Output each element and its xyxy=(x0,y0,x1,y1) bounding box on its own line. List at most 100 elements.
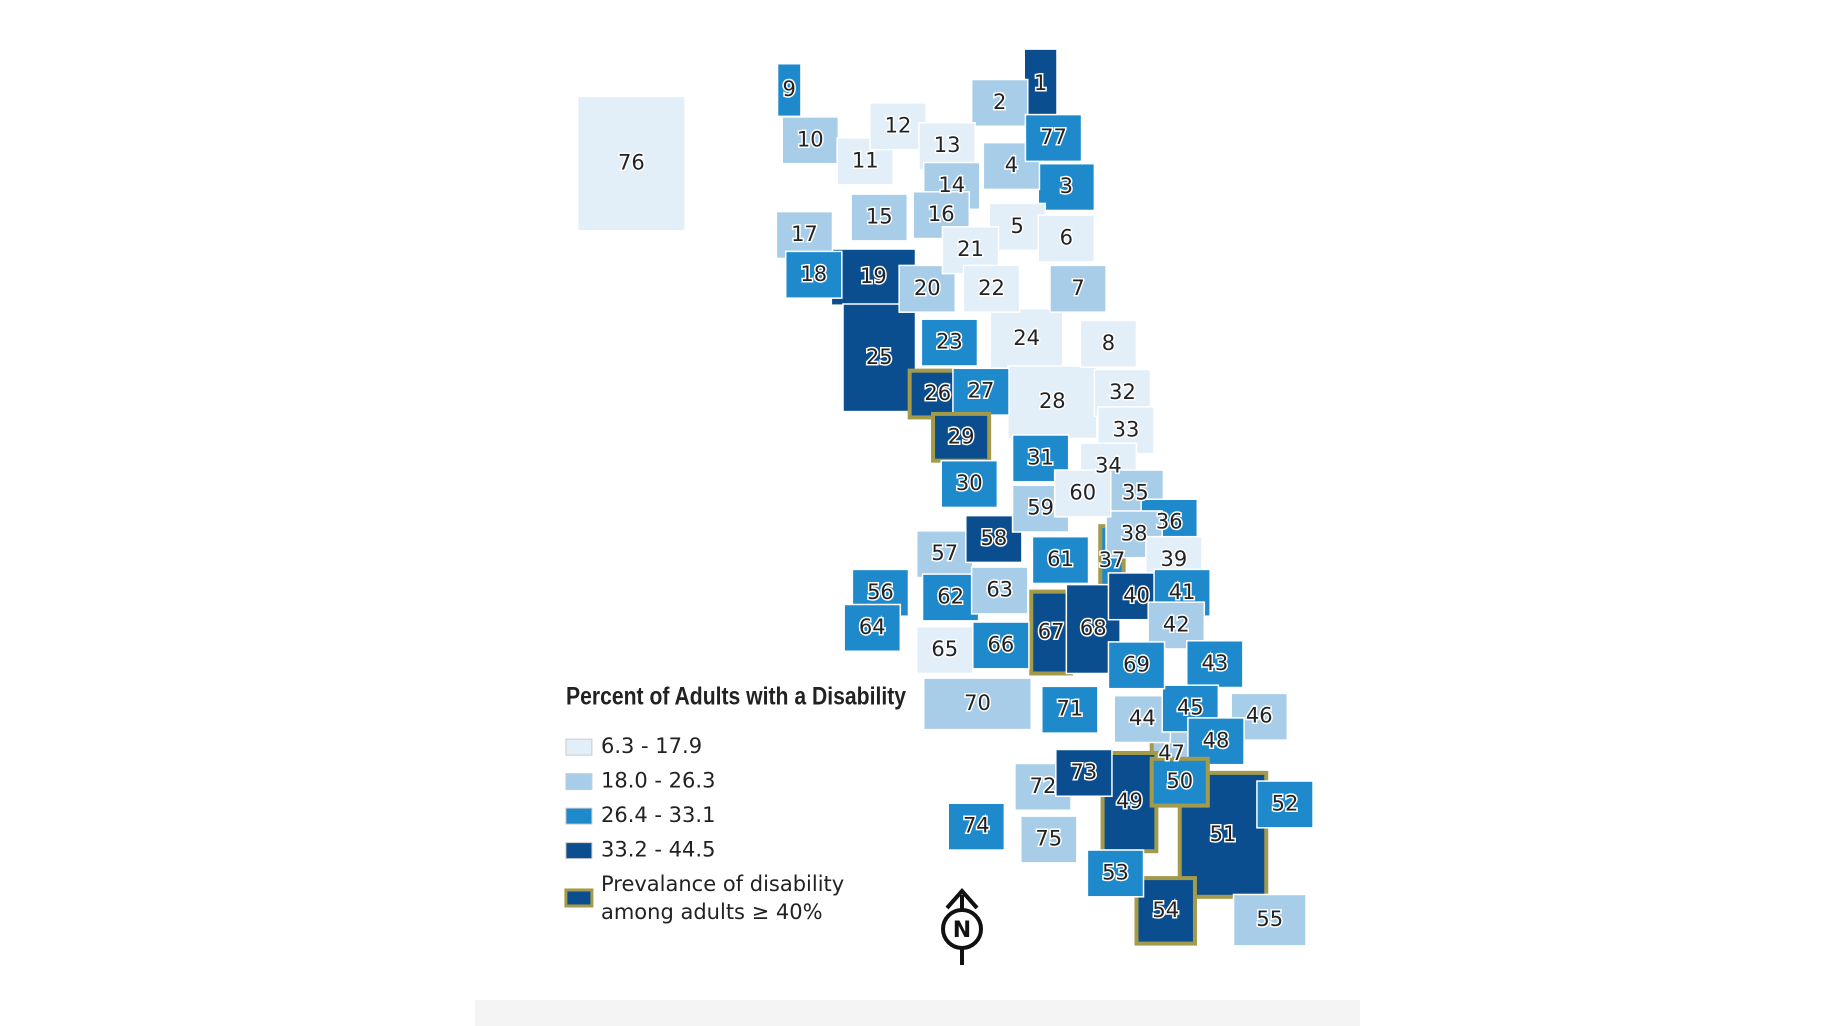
area-label: 7 xyxy=(1071,276,1084,300)
community-area xyxy=(920,318,979,367)
area-label: 52 xyxy=(1272,791,1299,815)
area-label: 3 xyxy=(1060,174,1073,198)
area-label: 33 xyxy=(1113,417,1140,441)
area-label: 55 xyxy=(1256,907,1283,931)
area-label: 48 xyxy=(1203,728,1230,752)
community-area xyxy=(972,621,1030,670)
community-area xyxy=(931,411,992,463)
area-label: 4 xyxy=(1005,153,1018,177)
community-area xyxy=(922,677,1033,731)
legend-label: 26.4 - 33.1 xyxy=(601,803,715,827)
area-label: 29 xyxy=(948,424,975,448)
community-area xyxy=(1029,589,1074,676)
community-area xyxy=(1186,639,1244,689)
area-label: 21 xyxy=(957,237,984,261)
area-label: 35 xyxy=(1122,480,1149,504)
area-label: 44 xyxy=(1129,706,1156,730)
legend-swatch xyxy=(565,842,593,860)
area-label: 73 xyxy=(1071,760,1098,784)
area-label: 63 xyxy=(986,577,1013,601)
legend-label: 6.3 - 17.9 xyxy=(601,734,702,758)
legend-swatch xyxy=(565,807,593,825)
legend-title: Percent of Adults with a Disability xyxy=(566,683,906,711)
area-label: 25 xyxy=(866,345,893,369)
legend-highlight-swatch xyxy=(564,888,594,908)
area-label: 60 xyxy=(1069,480,1096,504)
community-area xyxy=(850,193,909,242)
area-label: 74 xyxy=(963,814,990,838)
community-area xyxy=(970,78,1029,128)
area-label: 9 xyxy=(783,77,796,101)
community-area xyxy=(940,459,999,509)
area-label: 42 xyxy=(1163,613,1190,637)
area-label: 53 xyxy=(1102,860,1129,884)
area-label: 67 xyxy=(1038,620,1065,644)
area-label: 10 xyxy=(797,127,824,151)
area-label: 66 xyxy=(987,632,1014,656)
community-area xyxy=(1024,113,1083,163)
area-label: 6 xyxy=(1060,226,1073,250)
area-label: 30 xyxy=(956,471,983,495)
community-area xyxy=(1041,685,1099,734)
area-label: 59 xyxy=(1027,496,1054,520)
community-area xyxy=(915,625,974,675)
area-label: 54 xyxy=(1152,898,1179,922)
area-label: 75 xyxy=(1035,827,1062,851)
area-label: 76 xyxy=(618,151,645,175)
area-label: 68 xyxy=(1080,616,1107,640)
area-label: 16 xyxy=(928,202,955,226)
community-area xyxy=(1053,469,1112,518)
area-label: 22 xyxy=(978,276,1005,300)
legend-highlight-label: among adults ≥ 40% xyxy=(601,900,823,924)
legend-label: 18.0 - 26.3 xyxy=(601,769,715,793)
community-area xyxy=(918,122,976,171)
area-label: 46 xyxy=(1246,704,1273,728)
community-area xyxy=(970,566,1029,615)
area-label: 37 xyxy=(1099,548,1126,572)
area-label: 57 xyxy=(931,541,958,565)
bottom-bar xyxy=(475,1000,1360,1026)
area-label: 77 xyxy=(1040,125,1067,149)
community-area xyxy=(1107,641,1166,690)
area-label: 12 xyxy=(885,113,912,137)
community-area xyxy=(1055,748,1113,797)
area-label: 47 xyxy=(1158,741,1185,765)
legend-swatch xyxy=(565,773,593,791)
area-label: 36 xyxy=(1156,510,1183,534)
area-label: 18 xyxy=(800,262,827,286)
area-label: 28 xyxy=(1039,389,1066,413)
area-label: 11 xyxy=(852,148,879,172)
area-label: 38 xyxy=(1121,521,1148,545)
community-area xyxy=(1031,535,1090,585)
community-area xyxy=(1134,876,1197,946)
area-label: 5 xyxy=(1011,214,1024,238)
area-label: 23 xyxy=(936,330,963,354)
community-area xyxy=(962,264,1021,313)
area-label: 34 xyxy=(1095,454,1122,478)
community-area xyxy=(989,307,1064,371)
area-label: 62 xyxy=(937,584,964,608)
north-label: N xyxy=(953,918,971,943)
community-area xyxy=(1256,780,1314,829)
community-area xyxy=(842,303,917,413)
area-label: 17 xyxy=(791,222,818,246)
legend-swatch xyxy=(565,738,593,756)
community-area xyxy=(1079,319,1138,368)
north-arrow: N xyxy=(941,887,983,965)
community-area xyxy=(947,802,1006,851)
area-label: 51 xyxy=(1210,822,1237,846)
area-label: 71 xyxy=(1056,697,1083,721)
area-label: 49 xyxy=(1116,789,1143,813)
area-label: 8 xyxy=(1102,331,1115,355)
community-area xyxy=(1232,893,1307,947)
legend-label: 33.2 - 44.5 xyxy=(601,838,715,862)
area-label: 39 xyxy=(1161,547,1188,571)
community-area xyxy=(1037,162,1096,212)
area-label: 72 xyxy=(1030,774,1057,798)
area-label: 15 xyxy=(866,204,893,228)
area-label: 2 xyxy=(993,90,1006,114)
community-areas xyxy=(576,48,1314,947)
north-arrow-circle xyxy=(941,908,983,950)
